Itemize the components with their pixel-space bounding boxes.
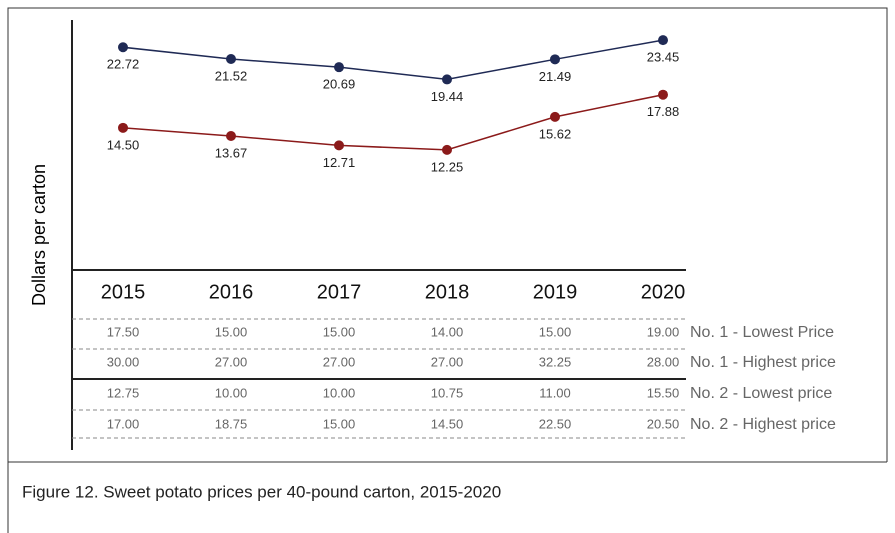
table-cell: 20.50 bbox=[647, 416, 680, 431]
series-line bbox=[122, 39, 664, 81]
data-label: 21.49 bbox=[539, 69, 572, 84]
data-point bbox=[658, 35, 668, 46]
data-point bbox=[442, 74, 452, 85]
x-tick-label: 2016 bbox=[209, 281, 254, 303]
data-point bbox=[118, 42, 128, 53]
x-tick-label: 2019 bbox=[533, 281, 578, 303]
table-cell: 10.00 bbox=[215, 385, 248, 400]
table-cell: 10.75 bbox=[431, 385, 464, 400]
data-label: 20.69 bbox=[323, 77, 356, 92]
table-cell: 27.00 bbox=[431, 354, 464, 369]
x-tick-label: 2015 bbox=[101, 281, 146, 303]
table-cell: 11.00 bbox=[539, 385, 571, 400]
data-label: 23.45 bbox=[647, 50, 680, 65]
data-point bbox=[334, 140, 344, 151]
y-axis-title: Dollars per carton bbox=[29, 164, 49, 306]
data-label: 12.71 bbox=[323, 155, 356, 170]
table-cell: 15.00 bbox=[215, 324, 248, 339]
x-tick-label: 2018 bbox=[425, 281, 470, 303]
table-cell: 30.00 bbox=[107, 354, 140, 369]
caption: Figure 12. Sweet potato prices per 40-po… bbox=[22, 482, 501, 501]
table-cell: 17.50 bbox=[107, 324, 140, 339]
table-cell: 32.25 bbox=[539, 354, 572, 369]
table-cell: 15.50 bbox=[647, 385, 680, 400]
series-line bbox=[122, 93, 664, 151]
table-cell: 14.00 bbox=[431, 324, 464, 339]
data-label: 14.50 bbox=[107, 137, 140, 152]
table-cell: 15.00 bbox=[539, 324, 572, 339]
table-cell: 28.00 bbox=[647, 354, 680, 369]
data-point bbox=[550, 54, 560, 65]
x-tick-label: 2017 bbox=[317, 281, 362, 303]
row-label: No. 2 - Highest price bbox=[690, 416, 836, 433]
data-point bbox=[334, 62, 344, 73]
x-tick-label: 2020 bbox=[641, 281, 686, 303]
table-cell: 15.00 bbox=[323, 324, 356, 339]
table-cell: 12.75 bbox=[107, 385, 140, 400]
data-label: 12.25 bbox=[431, 159, 464, 174]
table-cell: 19.00 bbox=[647, 324, 680, 339]
row-label: No. 2 - Lowest price bbox=[690, 385, 832, 402]
data-point bbox=[442, 144, 452, 155]
data-label: 21.52 bbox=[215, 68, 248, 83]
frame bbox=[7, 7, 888, 533]
data-point bbox=[226, 130, 236, 141]
data-label: 15.62 bbox=[539, 126, 572, 141]
data-point bbox=[658, 89, 668, 100]
data-label: 19.44 bbox=[431, 89, 464, 104]
table-cell: 22.50 bbox=[539, 416, 572, 431]
row-label: No. 1 - Highest price bbox=[690, 354, 836, 371]
data-label: 22.72 bbox=[107, 57, 140, 72]
data-point bbox=[226, 54, 236, 65]
data-point bbox=[550, 111, 560, 122]
table-cell: 14.50 bbox=[431, 416, 464, 431]
table-cell: 18.75 bbox=[215, 416, 248, 431]
row-label: No. 1 - Lowest Price bbox=[690, 324, 834, 341]
table-cell: 10.00 bbox=[323, 385, 356, 400]
data-label: 17.88 bbox=[647, 104, 680, 119]
table-cell: 27.00 bbox=[323, 354, 356, 369]
data-point bbox=[118, 122, 128, 133]
table-cell: 15.00 bbox=[323, 416, 356, 431]
data-label: 13.67 bbox=[215, 145, 248, 160]
table-cell: 17.00 bbox=[107, 416, 140, 431]
table-cell: 27.00 bbox=[215, 354, 248, 369]
